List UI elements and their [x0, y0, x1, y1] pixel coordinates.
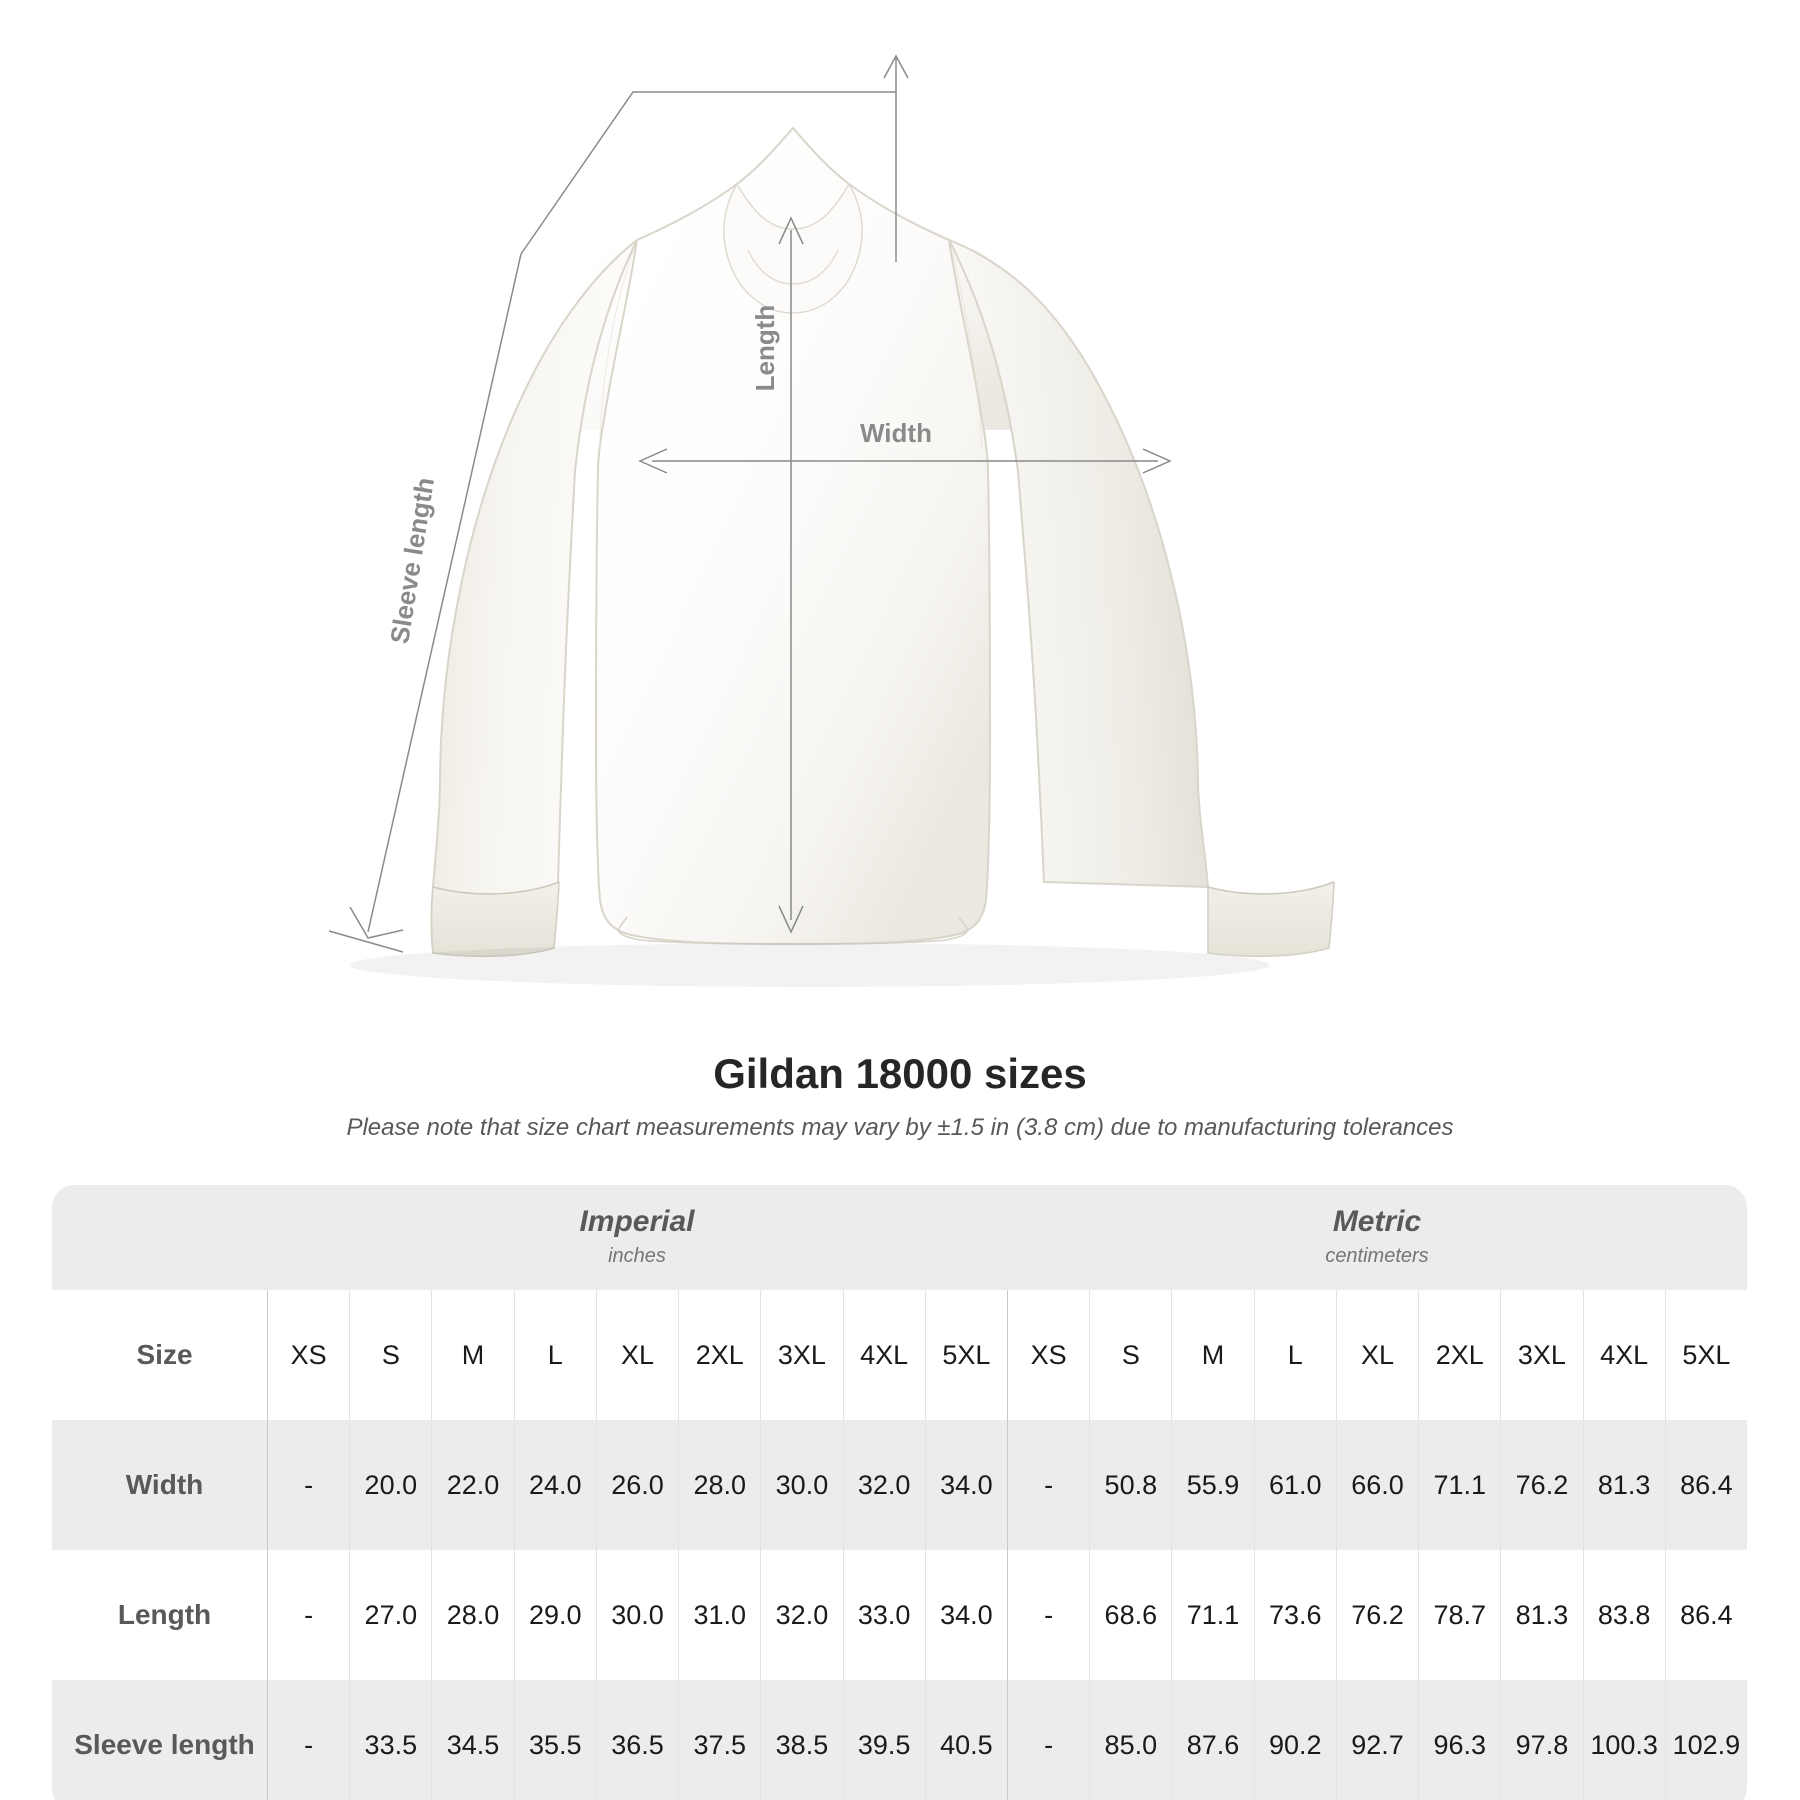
- svg-text:Length: Length: [750, 305, 780, 392]
- svg-text:Sleeve length: Sleeve length: [384, 475, 440, 645]
- svg-text:Width: Width: [860, 418, 932, 448]
